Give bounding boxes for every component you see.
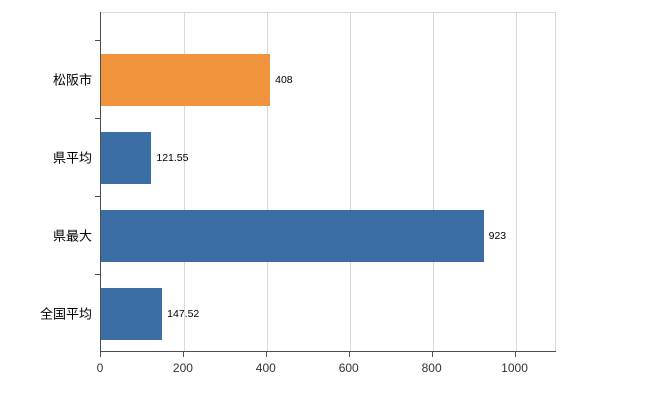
y-tick-mark (95, 40, 100, 41)
category-label: 松阪市 (52, 72, 92, 88)
y-axis-line (100, 12, 101, 352)
category-label: 県平均 (52, 150, 92, 166)
x-tick-mark (348, 352, 350, 357)
gridline (349, 13, 351, 351)
plot-area: 408 121.55 923 147.52 (100, 12, 556, 352)
gridline (266, 13, 268, 351)
category-label: 全国平均 (39, 306, 92, 322)
y-tick-mark (95, 274, 100, 275)
gridline (183, 13, 185, 351)
bar-value-label: 408 (275, 74, 293, 86)
bar-value-label: 147.52 (167, 308, 200, 320)
bar-value-label: 121.55 (156, 152, 189, 164)
x-tick-mark (265, 352, 267, 357)
gridline (432, 13, 434, 351)
x-axis-line (100, 351, 556, 352)
x-tick-mark (431, 352, 433, 357)
bar (101, 54, 271, 106)
x-tick-label: 400 (255, 361, 276, 375)
bar (101, 210, 484, 262)
gridline (515, 13, 517, 351)
x-tick-mark (100, 352, 101, 357)
x-tick-label: 200 (172, 361, 193, 375)
bar-value-label: 923 (488, 230, 507, 242)
x-tick-mark (182, 352, 184, 357)
y-tick-mark (95, 196, 100, 197)
bar (101, 288, 163, 340)
category-label: 県最大 (52, 228, 92, 244)
x-tick-label: 600 (338, 361, 359, 375)
x-tick-mark (514, 352, 516, 357)
x-tick-label: 1000 (501, 361, 528, 375)
x-tick-label: 800 (421, 361, 442, 375)
bar (101, 132, 152, 184)
y-tick-mark (95, 118, 100, 119)
x-tick-label: 0 (96, 361, 104, 375)
